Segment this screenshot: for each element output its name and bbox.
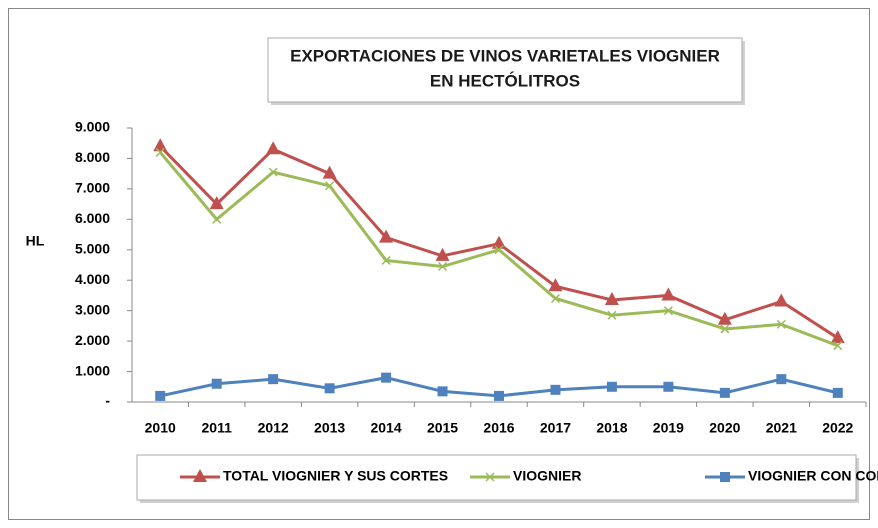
x-tick-label: 2014 [370, 420, 401, 436]
marker [209, 196, 224, 210]
marker [325, 181, 335, 191]
marker [548, 278, 563, 292]
y-tick-label: 8.000 [75, 149, 110, 165]
marker [437, 386, 448, 397]
marker [833, 341, 843, 351]
marker [774, 293, 789, 307]
marker [720, 324, 730, 334]
marker [322, 165, 337, 179]
marker [435, 247, 450, 261]
x-tick-label: 2010 [145, 420, 176, 436]
marker [268, 167, 278, 177]
marker [661, 287, 676, 301]
y-tick-label: 9.000 [75, 119, 110, 135]
y-tick-label: - [105, 393, 110, 409]
marker [379, 229, 394, 243]
marker [719, 387, 730, 398]
x-tick-label: 2022 [822, 420, 853, 436]
x-tick-label: 2019 [653, 420, 684, 436]
marker [324, 383, 335, 394]
x-tick-label: 2020 [709, 420, 740, 436]
legend-marker [720, 472, 730, 482]
y-tick-label: 4.000 [75, 271, 110, 287]
x-tick-label: 2016 [483, 420, 514, 436]
x-tick-label: 2018 [596, 420, 627, 436]
legend-label: TOTAL VIOGNIER Y SUS CORTES [223, 468, 448, 484]
marker [155, 147, 165, 157]
marker [776, 319, 786, 329]
marker [381, 372, 392, 383]
marker [438, 261, 448, 272]
marker [266, 141, 281, 155]
marker [550, 384, 561, 395]
marker [830, 330, 845, 344]
x-tick-label: 2017 [540, 420, 571, 436]
marker [717, 311, 732, 325]
x-tick-label: 2013 [314, 420, 345, 436]
marker [268, 374, 279, 385]
marker [212, 214, 222, 224]
legend-label: VIOGNIER CON CORTES [748, 468, 878, 484]
marker [663, 381, 674, 392]
legend-marker [193, 469, 207, 482]
marker [776, 374, 787, 385]
y-tick-label: 7.000 [75, 180, 110, 196]
x-tick-label: 2015 [427, 420, 458, 436]
x-tick-label: 2011 [202, 420, 233, 436]
legend-marker [485, 472, 495, 482]
marker [550, 293, 560, 304]
chart-title: EXPORTACIONES DE VINOS VARIETALES VIOGNI… [290, 46, 720, 65]
x-tick-label: 2021 [766, 420, 797, 436]
marker [604, 292, 619, 306]
title-box [267, 37, 743, 103]
legend-label: VIOGNIER [513, 468, 581, 484]
marker [832, 387, 843, 398]
y-tick-label: 2.000 [75, 332, 110, 348]
y-tick-label: 1.000 [75, 362, 110, 378]
marker [607, 310, 617, 320]
marker [663, 306, 673, 316]
marker [494, 245, 504, 255]
y-tick-label: 5.000 [75, 240, 110, 256]
marker [606, 381, 617, 392]
y-tick-label: 3.000 [75, 301, 110, 317]
marker [381, 255, 391, 265]
x-tick-label: 2012 [258, 420, 289, 436]
marker [494, 390, 504, 401]
marker [211, 378, 222, 389]
y-tick-label: 6.000 [75, 210, 110, 226]
marker [155, 390, 166, 401]
chart-title: EN HECTÓLITROS [430, 71, 580, 90]
y-axis-label: HL [26, 233, 45, 249]
